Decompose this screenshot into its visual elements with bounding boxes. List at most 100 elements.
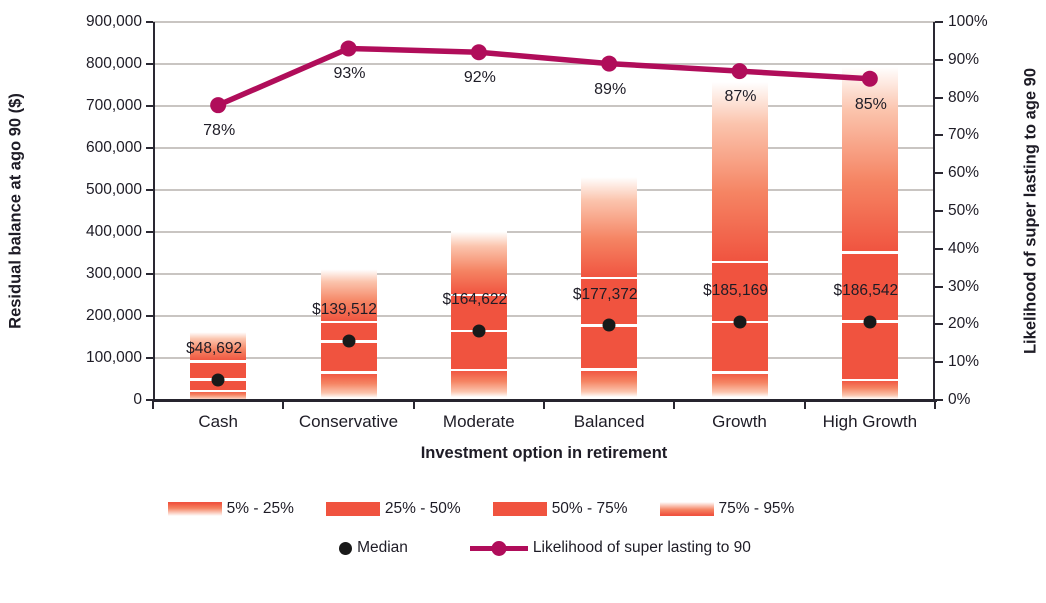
right-axis-line (933, 22, 935, 401)
median-value-label: $48,692 (186, 339, 243, 357)
left-axis-tick-label: 500,000 (85, 181, 142, 198)
left-axis-tick-label: 300,000 (85, 265, 142, 282)
legend-item-range: 5% - 25% (167, 500, 294, 518)
range-5-25-segment (711, 372, 768, 397)
right-axis-tick-label: 20% (948, 315, 980, 333)
x-axis-title: Investment option in retirement (420, 444, 668, 462)
range-swatch-icon (325, 502, 380, 516)
gridline (153, 231, 935, 233)
left-axis-tick-label: 100,000 (85, 349, 142, 366)
range-75-95-segment (711, 79, 768, 263)
x-axis-tick (673, 402, 676, 409)
left-axis-tick (146, 315, 153, 317)
likelihood-value-label: 92% (463, 69, 496, 87)
legend-range-label: 50% - 75% (551, 500, 628, 517)
gridline (153, 105, 935, 107)
right-axis-tick (935, 58, 943, 61)
gridline (153, 189, 935, 191)
right-axis-tick (935, 323, 943, 326)
category-label: Cash (198, 412, 238, 431)
gridline (153, 273, 935, 275)
right-axis-tick-label: 40% (948, 239, 980, 257)
right-axis-tick (935, 399, 943, 401)
gridline (153, 147, 935, 149)
median-dot (602, 318, 616, 332)
likelihood-line-path (217, 45, 870, 108)
percentile-boundary-line (841, 378, 898, 382)
percentile-bar (450, 231, 507, 398)
percentile-boundary-line (450, 368, 507, 372)
range-5-25-segment (581, 369, 638, 397)
category-label: Growth (712, 412, 767, 431)
percentile-boundary-line (581, 276, 638, 280)
percentile-boundary-line (711, 260, 768, 264)
likelihood-point (861, 70, 878, 87)
left-axis-tick (146, 399, 153, 401)
percentile-bar (320, 268, 377, 398)
right-axis-tick (935, 285, 943, 288)
left-axis-tick (146, 189, 153, 191)
left-axis-title: Residual balance at ago 90 ($) (6, 93, 25, 329)
left-axis-tick (146, 21, 153, 23)
range-75-95-segment (841, 65, 898, 253)
likelihood-value-label: 85% (854, 95, 887, 113)
right-axis-tick-label: 80% (948, 88, 980, 106)
legend-markers: Median Likelihood of super lasting to 90 (22, 539, 1046, 557)
x-axis-tick (282, 402, 285, 409)
range-5-25-segment (841, 379, 898, 399)
category-label: Moderate (442, 412, 515, 431)
x-axis-tick (412, 402, 415, 409)
range-swatch-icon (659, 502, 714, 516)
left-axis-tick-label: 600,000 (85, 139, 142, 156)
x-axis-tick (934, 402, 936, 409)
range-75-95-segment (581, 176, 638, 279)
legend-line-label: Likelihood of super lasting to 90 (532, 539, 751, 556)
bottom-axis-line (152, 399, 937, 402)
right-axis-tick (935, 172, 943, 175)
range-5-25-segment (450, 370, 507, 398)
likelihood-point (601, 55, 618, 72)
percentile-boundary-line (711, 371, 768, 374)
gridline (153, 21, 935, 23)
right-axis-tick-label: 50% (948, 202, 980, 219)
right-axis-tick (935, 210, 943, 212)
legend-item-median: Median (339, 539, 408, 557)
x-axis-tick (543, 402, 545, 409)
left-axis-tick (146, 105, 153, 107)
legend-range-label: 25% - 50% (384, 500, 461, 517)
percentile-boundary-line (320, 320, 377, 324)
likelihood-value-label: 78% (203, 122, 236, 140)
likelihood-point (340, 40, 357, 57)
percentile-boundary-line (190, 389, 247, 392)
likelihood-value-label: 87% (724, 88, 757, 106)
right-axis-tick-label: 0% (948, 391, 971, 408)
legend-item-range: 25% - 50% (325, 500, 461, 518)
left-axis-tick-label: 200,000 (85, 307, 142, 324)
category-label: Balanced (573, 412, 645, 431)
left-axis-tick-label: 800,000 (85, 55, 142, 72)
range-5-25-segment (190, 390, 247, 400)
right-axis-tick-label: 60% (948, 164, 980, 182)
median-dot (211, 373, 225, 387)
left-axis-tick (146, 357, 153, 359)
percentile-bar (841, 65, 898, 399)
range-75-95-segment (190, 331, 247, 362)
left-axis-tick (146, 273, 153, 275)
median-dot (733, 315, 746, 329)
right-axis-tick (935, 96, 943, 99)
plot-area: $48,692 $139,512 $164,622 $177,372 $185,169 $… (153, 21, 935, 400)
right-axis-tick-label: 100% (948, 13, 988, 30)
percentile-bar (711, 79, 768, 397)
right-axis-tick-label: 90% (948, 50, 980, 68)
median-value-label: $139,512 (312, 301, 377, 319)
range-5-25-segment (320, 372, 377, 398)
percentile-boundary-line (190, 360, 247, 363)
median-dot (863, 315, 877, 329)
legend-percentile-ranges: 5% - 25% 25% - 50% 50% - 75% 75% - 95% (0, 500, 1004, 518)
likelihood-point (210, 97, 227, 114)
gridline (153, 315, 935, 317)
x-axis-tick (803, 402, 806, 409)
left-axis-tick (146, 147, 153, 149)
left-axis-tick (146, 231, 153, 233)
